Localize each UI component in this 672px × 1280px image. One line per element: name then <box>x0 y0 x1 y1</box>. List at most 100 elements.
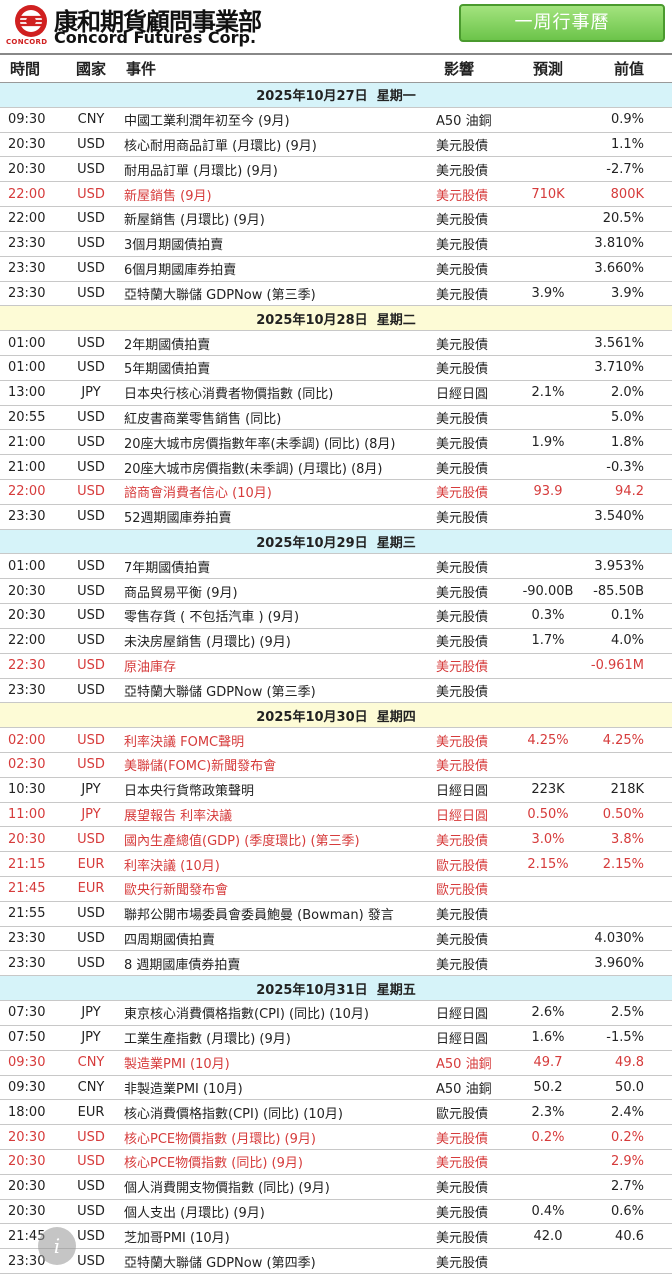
event-time: 01:00 <box>8 558 46 574</box>
event-impact: 美元股債 <box>436 362 489 378</box>
table-row: 10:30 JPY 日本央行貨幣政策聲明 日經日圓 223K 218K <box>0 778 672 803</box>
event-country: USD <box>77 509 105 525</box>
event-name: 原油庫存 <box>124 660 177 676</box>
event-impact: 美元股債 <box>436 734 489 750</box>
event-previous: 2.9% <box>610 1154 644 1170</box>
event-country: USD <box>77 434 105 450</box>
event-country: USD <box>77 409 105 425</box>
event-impact: 美元股債 <box>436 1156 489 1172</box>
event-previous: 3.8% <box>610 831 644 847</box>
event-impact: 美元股債 <box>436 213 489 229</box>
event-country: USD <box>77 137 105 153</box>
table-row: 23:30 USD 52週期國庫券拍賣 美元股債 3.540% <box>0 505 672 530</box>
event-country: USD <box>77 955 105 971</box>
event-previous: 3.810% <box>594 236 644 252</box>
table-row: 20:30 USD 耐用品訂單 (月環比) (9月) 美元股債 -2.7% <box>0 157 672 183</box>
event-forecast: -90.00B <box>522 583 574 599</box>
column-header-country: 國家 <box>75 60 106 78</box>
event-country: JPY <box>81 385 101 401</box>
table-row: 23:30 USD 亞特蘭大聯儲 GDPNow (第三季) 美元股債 3.9% 3.9% <box>0 282 672 307</box>
event-previous: 3.953% <box>594 558 644 574</box>
event-name: 個人支出 (月環比) (9月) <box>124 1205 265 1221</box>
event-previous: 3.540% <box>594 509 644 525</box>
table-row: 01:00 USD 2年期國債拍賣 美元股債 3.561% <box>0 331 672 356</box>
event-impact: 美元股債 <box>436 486 489 502</box>
table-row: 23:30 USD 四周期國債拍賣 美元股債 4.030% <box>0 927 672 952</box>
event-impact: 美元股債 <box>436 684 489 700</box>
event-impact: 美元股債 <box>436 1131 489 1147</box>
table-row: 23:30 USD 6個月期國庫券拍賣 美元股債 3.660% <box>0 257 672 282</box>
event-forecast: 2.6% <box>531 1005 565 1021</box>
event-name: 7年期國債拍賣 <box>124 560 211 576</box>
table-row: 13:00 JPY 日本央行核心消費者物價指數 (同比) 日經日圓 2.1% 2.0% <box>0 381 672 406</box>
event-country: USD <box>77 459 105 475</box>
event-impact: 歐元股債 <box>436 883 489 899</box>
date-row: 2025年10月29日 星期三 <box>0 529 672 555</box>
event-impact: 美元股債 <box>436 933 489 949</box>
event-country: USD <box>77 161 105 177</box>
event-impact: 美元股債 <box>436 511 489 527</box>
event-impact: 美元股債 <box>436 139 489 155</box>
event-impact: A50 油銅 <box>436 114 492 130</box>
event-name: 日本央行核心消費者物價指數 (同比) <box>124 387 334 403</box>
event-country: USD <box>77 1129 105 1145</box>
event-name: 未決房屋銷售 (月環比) (9月) <box>124 635 291 651</box>
event-time: 01:00 <box>8 335 46 351</box>
date-text: 2025年10月31日 <box>256 982 368 998</box>
event-time: 20:30 <box>8 831 46 847</box>
event-name: 亞特蘭大聯儲 GDPNow (第三季) <box>124 287 316 303</box>
event-impact: 美元股債 <box>436 1230 489 1246</box>
event-previous: 49.8 <box>615 1055 644 1071</box>
company-name-en: Concord Futures Corp. <box>54 28 257 47</box>
event-impact: 美元股債 <box>436 1181 489 1197</box>
event-time: 13:00 <box>8 385 46 401</box>
event-previous: -85.50B <box>593 583 644 599</box>
table-row: 21:55 USD 聯邦公開市場委員會委員鮑曼 (Bowman) 發言 美元股債 <box>0 902 672 927</box>
table-row: 02:30 USD 美聯儲(FOMC)新聞發布會 美元股債 <box>0 753 672 778</box>
table-row: 02:00 USD 利率決議 FOMC聲明 美元股債 4.25% 4.25% <box>0 728 672 753</box>
table-row: 20:55 USD 紅皮書商業零售銷售 (同比) 美元股債 5.0% <box>0 406 672 431</box>
event-previous: -1.5% <box>606 1030 644 1046</box>
event-time: 20:30 <box>8 137 46 153</box>
event-previous: 5.0% <box>610 409 644 425</box>
date-text: 2025年10月28日 <box>256 312 368 328</box>
event-time: 09:30 <box>8 1055 46 1071</box>
event-country: USD <box>77 335 105 351</box>
event-time: 20:30 <box>8 583 46 599</box>
event-country: USD <box>77 831 105 847</box>
event-country: JPY <box>81 806 101 822</box>
event-previous: 3.561% <box>594 335 644 351</box>
table-row: 20:30 USD 零售存貨 ( 不包括汽車 ) (9月) 美元股債 0.3% 0.1% <box>0 604 672 629</box>
event-country: USD <box>77 285 105 301</box>
event-impact: 美元股債 <box>436 635 489 651</box>
event-name: 美聯儲(FOMC)新聞發布會 <box>124 759 277 775</box>
event-time: 20:30 <box>8 1129 46 1145</box>
event-country: JPY <box>81 782 101 798</box>
info-icon[interactable]: i <box>38 1227 76 1265</box>
table-row: 22:00 USD 新屋銷售 (月環比) (9月) 美元股債 20.5% <box>0 207 672 232</box>
event-forecast: 0.2% <box>531 1129 565 1145</box>
event-time: 21:45 <box>8 1228 46 1244</box>
event-country: USD <box>77 1228 105 1244</box>
table-row: 20:30 USD 個人支出 (月環比) (9月) 美元股債 0.4% 0.6% <box>0 1200 672 1225</box>
event-impact: 美元股債 <box>436 1255 489 1271</box>
event-name: 芝加哥PMI (10月) <box>124 1230 230 1246</box>
weekday-text: 星期四 <box>376 709 416 725</box>
weekday-text: 星期三 <box>376 536 416 552</box>
table-row: 09:30 CNY 製造業PMI (10月) A50 油銅 49.7 49.8 <box>0 1051 672 1076</box>
weekly-calendar-button[interactable]: 一周行事曆 <box>459 4 665 42</box>
event-time: 22:30 <box>8 658 46 674</box>
event-impact: 日經日圓 <box>436 1032 489 1048</box>
event-time: 22:00 <box>8 484 46 500</box>
event-name: 核心耐用商品訂單 (月環比) (9月) <box>124 139 317 155</box>
header: CONCORD 康和期貨顧問事業部 Concord Futures Corp. … <box>0 0 672 52</box>
table-header-row: 時間 國家 事件 影響 預測 前值 <box>0 55 672 83</box>
event-country: USD <box>77 1179 105 1195</box>
event-time: 02:30 <box>8 757 46 773</box>
event-forecast: 2.1% <box>531 385 565 401</box>
event-forecast: 0.50% <box>527 806 569 822</box>
event-previous: 2.0% <box>610 385 644 401</box>
event-forecast: 42.0 <box>533 1228 563 1244</box>
event-previous: 2.15% <box>602 856 644 872</box>
event-country: USD <box>77 608 105 624</box>
